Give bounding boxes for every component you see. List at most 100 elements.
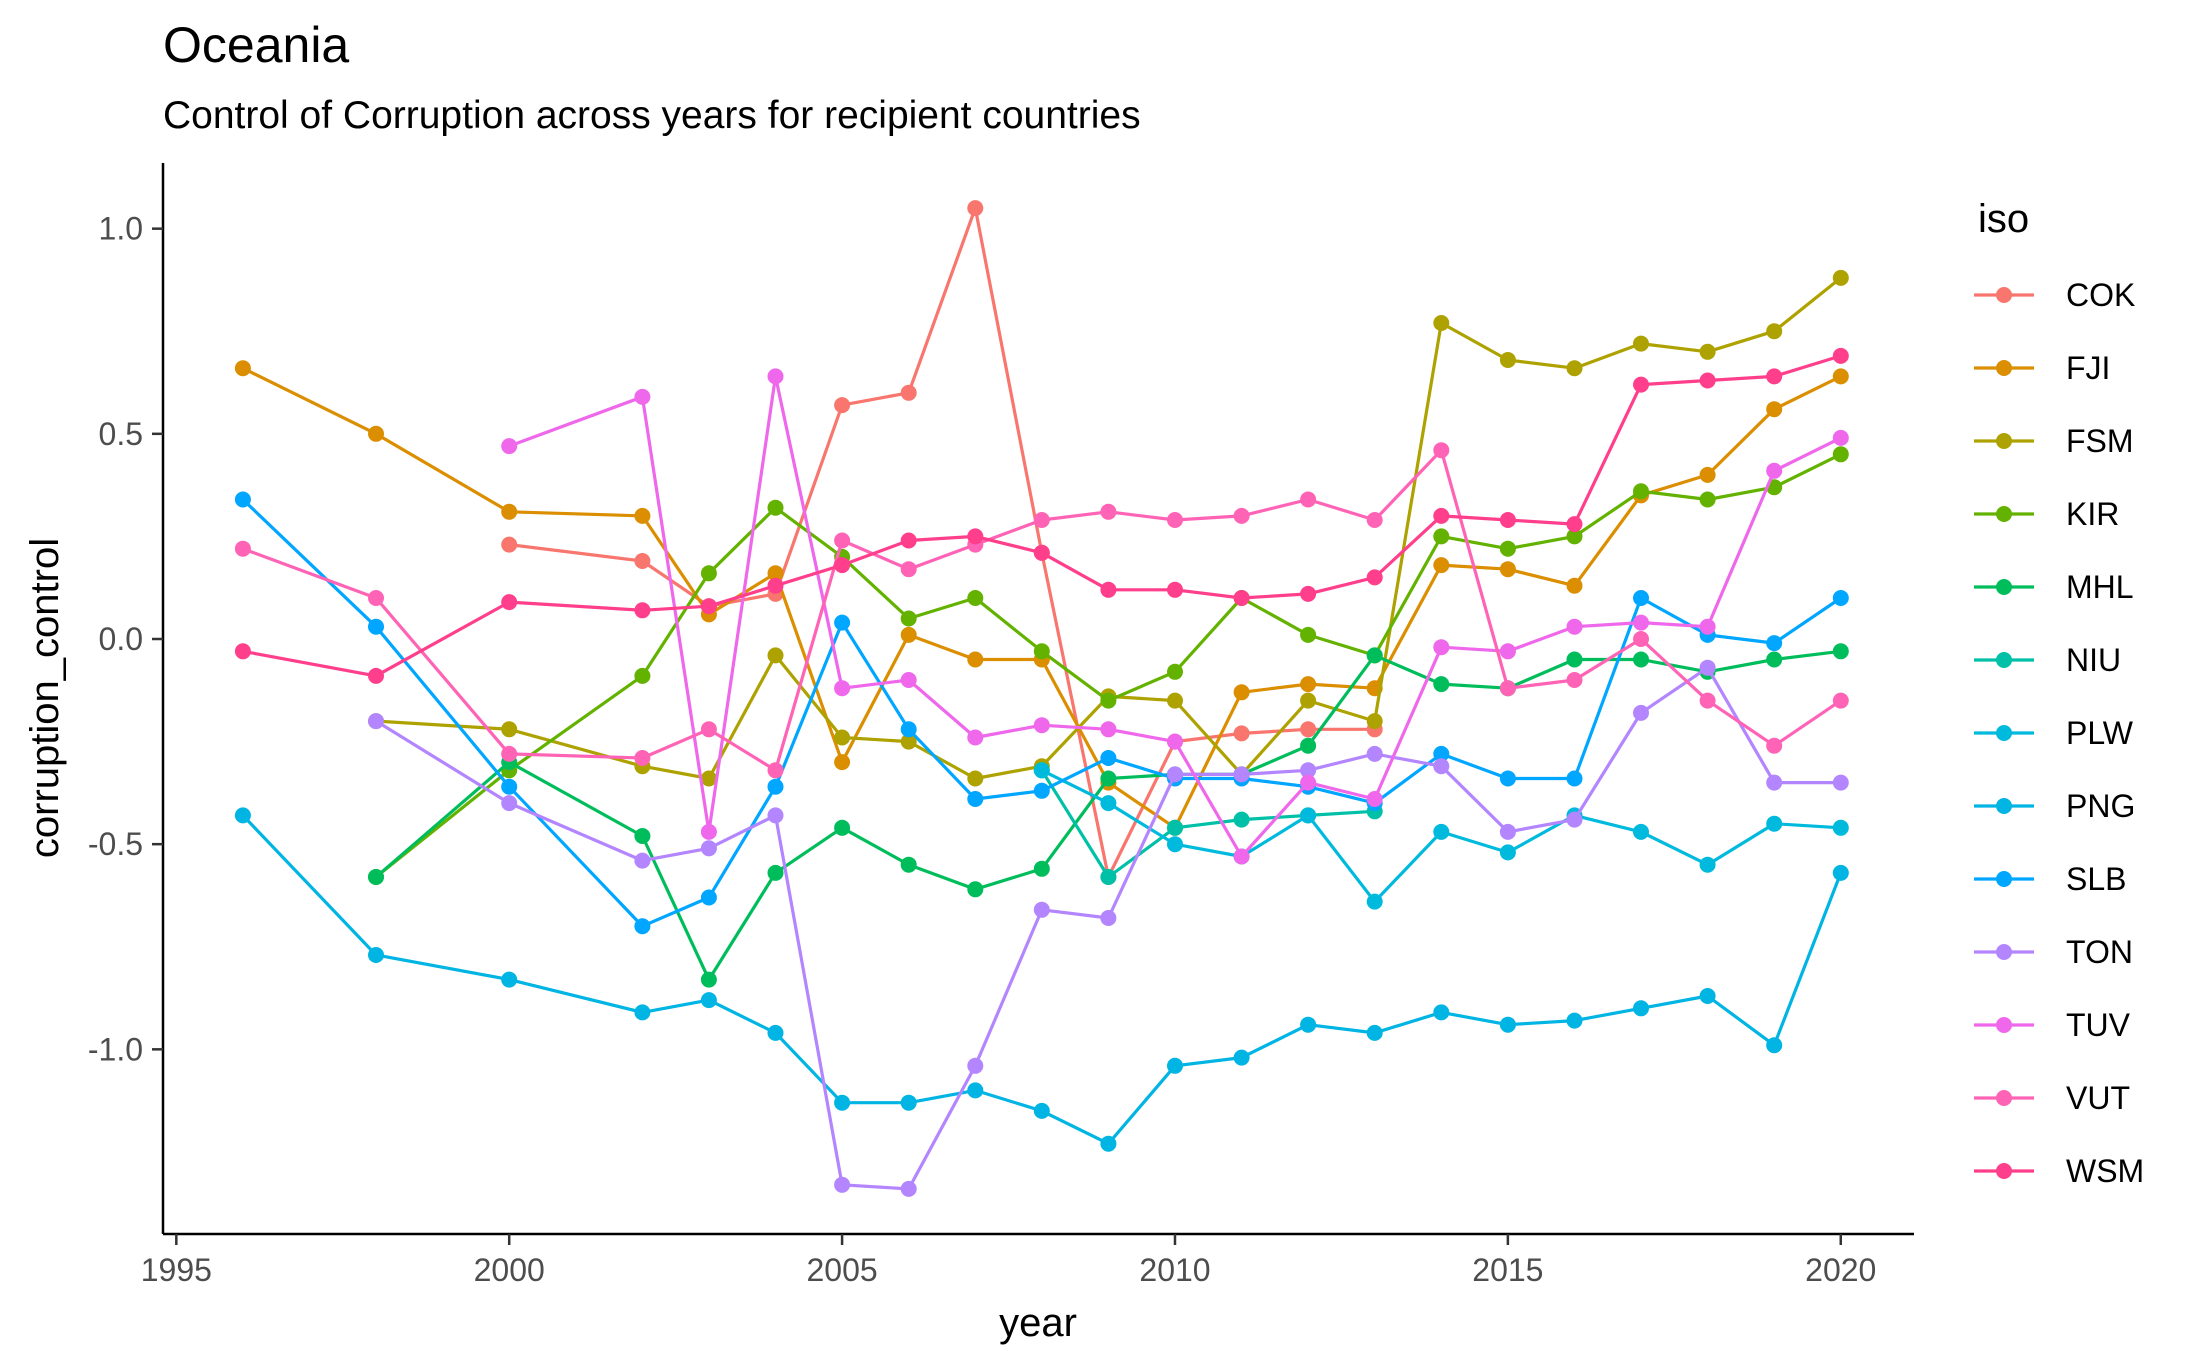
data-point-vut: [1832, 692, 1849, 709]
legend-item-cok: COK: [1974, 277, 2135, 313]
data-point-niu: [1100, 869, 1117, 885]
data-point-mhl: [1433, 676, 1450, 693]
x-tick-label: 2020: [1805, 1252, 1876, 1288]
data-point-ton: [1366, 745, 1383, 762]
data-point-wsm: [1366, 569, 1383, 586]
data-point-ton: [1699, 659, 1716, 676]
data-point-cok: [634, 553, 651, 569]
data-point-vut: [1366, 512, 1383, 528]
data-point-tuv: [1433, 639, 1450, 656]
legend-item-fji: FJI: [1974, 350, 2110, 386]
data-point-mhl: [967, 881, 984, 898]
legend-title: iso: [1978, 197, 2029, 241]
data-point-ton: [767, 807, 784, 824]
data-point-tuv: [1499, 643, 1516, 660]
data-point-vut: [1566, 672, 1583, 688]
data-point-plw: [1633, 823, 1649, 840]
data-point-fji: [634, 507, 651, 524]
data-point-fji: [900, 626, 917, 643]
data-point-cok: [501, 536, 518, 553]
data-point-fji: [1566, 577, 1583, 594]
legend-key-point: [1996, 798, 2012, 814]
y-tick-label: -1.0: [88, 1031, 143, 1067]
data-point-cok: [1233, 725, 1250, 742]
data-point-slb: [501, 778, 518, 795]
data-point-ton: [501, 795, 518, 812]
legend-key-point: [1996, 871, 2012, 887]
data-point-fji: [1832, 368, 1849, 385]
data-point-png: [767, 1024, 784, 1041]
series-line-png: [241, 814, 1843, 1146]
data-point-mhl: [1300, 737, 1317, 754]
data-point-wsm: [767, 577, 784, 594]
data-point-vut: [1699, 692, 1716, 709]
data-point-wsm: [1300, 585, 1317, 602]
data-point-fsm: [834, 729, 851, 746]
data-point-plw: [1167, 836, 1183, 853]
data-point-mhl: [767, 864, 784, 881]
data-point-mhl: [1633, 651, 1649, 668]
data-point-png: [1633, 1000, 1649, 1017]
data-point-fji: [1300, 676, 1317, 693]
legend-item-niu: NIU: [1974, 642, 2121, 678]
data-point-cok: [1300, 721, 1317, 738]
data-point-vut: [234, 540, 251, 557]
data-point-vut: [1233, 507, 1250, 524]
data-point-plw: [1033, 762, 1050, 779]
data-point-slb: [1100, 750, 1117, 766]
legend-item-slb: SLB: [1974, 861, 2126, 897]
data-point-slb: [1499, 770, 1516, 787]
data-point-kir: [1100, 692, 1117, 709]
data-point-slb: [634, 918, 651, 935]
data-point-wsm: [368, 667, 384, 684]
data-point-niu: [1167, 819, 1183, 836]
data-point-slb: [1832, 590, 1849, 606]
data-point-slb: [1433, 745, 1450, 762]
data-point-fsm: [967, 770, 984, 787]
data-point-slb: [834, 614, 851, 631]
series-line-tuv: [508, 374, 1842, 859]
data-point-fsm: [1433, 315, 1450, 331]
y-axis-ticks: -1.0 -0.5 0.0 0.5 1.0: [88, 211, 163, 1067]
legend-item-kir: KIR: [1974, 496, 2119, 532]
series-line-fji: [242, 366, 1842, 830]
data-point-vut: [501, 745, 518, 762]
data-point-tuv: [1633, 614, 1649, 631]
data-point-mhl: [834, 819, 851, 836]
series-line-slb: [241, 498, 1842, 928]
legend-key-point: [1996, 433, 2012, 449]
data-point-plw: [1699, 856, 1716, 873]
data-point-vut: [1100, 503, 1117, 520]
data-point-wsm: [1766, 368, 1783, 385]
data-point-tuv: [1233, 848, 1250, 865]
data-point-png: [1233, 1049, 1250, 1066]
data-point-fji: [1233, 684, 1250, 701]
data-point-fji: [368, 425, 384, 442]
data-point-fsm: [1832, 269, 1849, 286]
data-point-tuv: [834, 680, 851, 697]
data-point-slb: [1566, 770, 1583, 787]
data-point-wsm: [234, 643, 251, 660]
data-point-wsm: [1100, 581, 1117, 598]
data-point-wsm: [834, 557, 851, 574]
x-tick-label: 2005: [807, 1252, 878, 1288]
data-point-vut: [1433, 442, 1450, 459]
data-point-cok: [967, 200, 984, 217]
series-line-niu: [1040, 769, 1375, 879]
data-point-kir: [1167, 663, 1183, 680]
data-point-mhl: [368, 869, 384, 885]
data-point-tuv: [501, 438, 518, 455]
data-point-fsm: [767, 647, 784, 664]
data-point-tuv: [634, 388, 651, 405]
data-point-vut: [834, 532, 851, 549]
data-point-vut: [1633, 631, 1649, 647]
data-point-wsm: [1699, 372, 1716, 389]
data-point-slb: [1033, 782, 1050, 799]
data-point-vut: [1499, 680, 1516, 697]
data-point-plw: [1300, 807, 1317, 824]
data-point-vut: [1300, 491, 1317, 508]
legend-label: TON: [2066, 934, 2133, 970]
data-point-fsm: [1499, 352, 1516, 368]
legend-label: PLW: [2066, 715, 2134, 751]
x-tick-label: 2010: [1139, 1252, 1210, 1288]
